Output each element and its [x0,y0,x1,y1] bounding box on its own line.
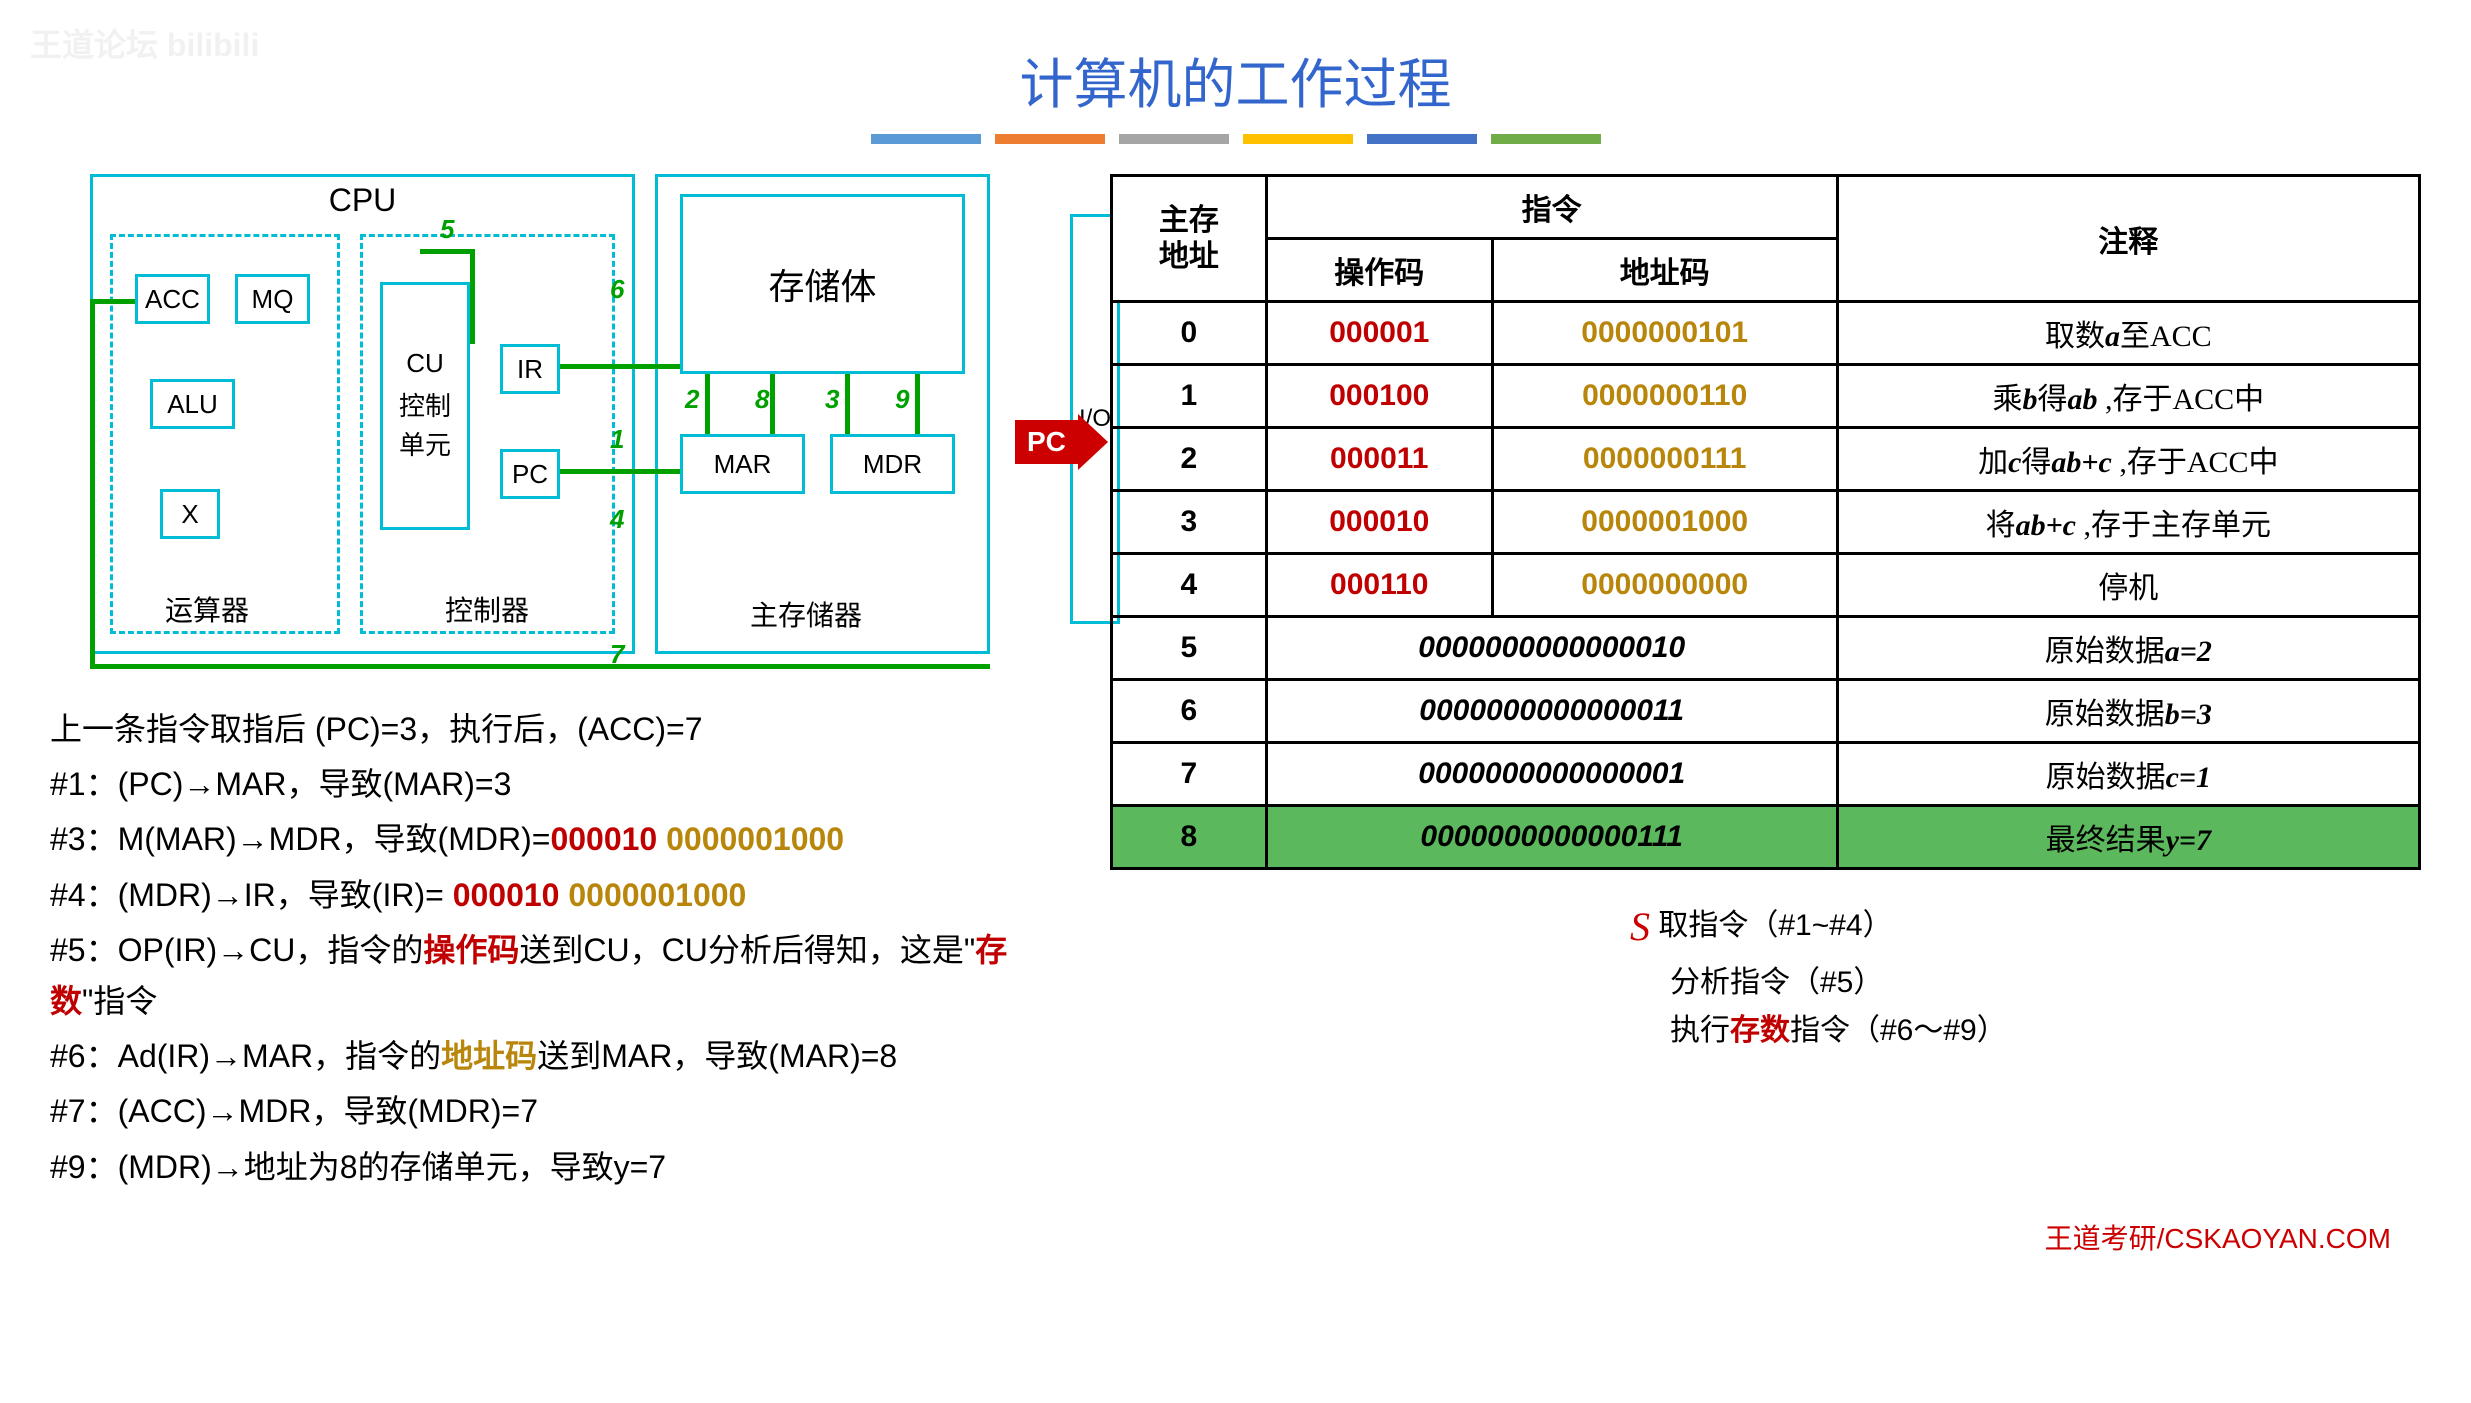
line-5a [470,249,475,344]
color-bar [1367,134,1477,144]
mem-body: 存储体 [680,194,965,374]
legend-1: S 取指令（#1~#4） [1630,895,2421,959]
pc-pointer: PC [1015,414,1108,470]
line-5b [420,249,475,254]
memory-table: 主存地址 指令 注释 操作码 地址码 00000010000000101取数a至… [1110,174,2421,870]
cpu-label: CPU [329,182,397,219]
num-6: 6 [610,274,624,305]
line-3v [845,374,850,434]
color-bars [20,134,2451,144]
line-9v [915,374,920,434]
steps-list: 上一条指令取指后 (PC)=3，执行后，(ACC)=7 #1：(PC)→MAR，… [50,704,1070,1193]
line-1 [560,469,680,474]
color-bar [871,134,981,144]
num-8: 8 [755,384,769,415]
th-op: 操作码 [1266,239,1492,302]
arrow-head-icon [1078,414,1108,470]
s-icon: S [1630,904,1650,949]
legend-2: 分析指令（#5） [1670,959,2421,1007]
line-7t [90,299,135,304]
step-intro: 上一条指令取指后 (PC)=3，执行后，(ACC)=7 [50,704,1070,755]
x-box: X [160,489,220,539]
legend: S 取指令（#1~#4） 分析指令（#5） 执行存数指令（#6～#9） [1630,895,2421,1055]
th-addr: 主存地址 [1112,176,1267,302]
th-instr: 指令 [1266,176,1837,239]
table-row: 50000000000000010原始数据a=2 [1112,617,2420,680]
mem-label: 主存储器 [750,594,862,634]
color-bar [1119,134,1229,144]
alu-label: 运算器 [165,589,249,629]
cu-sub: 控制单元 [399,387,451,465]
footer: 王道考研/CSKAOYAN.COM [20,1217,2451,1257]
table-row: 60000000000000011原始数据b=3 [1112,680,2420,743]
cu-box: CU 控制单元 [380,282,470,530]
line-4a [560,364,680,369]
table-row: 00000010000000101取数a至ACC [1112,302,2420,365]
ir-box: IR [500,344,560,394]
color-bar [1243,134,1353,144]
line-2v [705,374,710,434]
table-row: 70000000000000001原始数据c=1 [1112,743,2420,806]
num-4: 4 [610,504,624,535]
pc-label: PC [1015,420,1078,464]
mar-box: MAR [680,434,805,494]
acc-box: ACC [135,274,210,324]
mq-box: MQ [235,274,310,324]
num-2: 2 [685,384,699,415]
legend-3: 执行存数指令（#6～#9） [1670,1007,2421,1055]
pc-box: PC [500,449,560,499]
table-row: 40001100000000000停机 [1112,554,2420,617]
th-comment: 注释 [1837,176,2419,302]
step-4: #4：(MDR)→IR，导致(IR)= 000010 0000001000 [50,870,1070,921]
page-title: 计算机的工作过程 [20,40,2451,119]
step-5: #5：OP(IR)→CU，指令的操作码送到CU，CU分析后得知，这是"存数"指令 [50,925,1070,1027]
cpu-diagram: CPU ACC MQ ALU X 运算器 CU 控制单元 IR PC 控制器 存… [50,174,1070,674]
num-1: 1 [610,424,624,455]
step-6: #6：Ad(IR)→MAR，指令的地址码送到MAR，导致(MAR)=8 [50,1031,1070,1082]
line-8v [770,374,775,434]
line-7h [90,664,990,669]
step-9: #9：(MDR)→地址为8的存储单元，导致y=7 [50,1142,1070,1193]
table-row: 10001000000000110乘b得ab ,存于ACC中 [1112,365,2420,428]
color-bar [1491,134,1601,144]
watermark: 王道论坛 bilibili [30,20,259,66]
num-9: 9 [895,384,909,415]
ctrl-label: 控制器 [445,589,529,629]
num-3: 3 [825,384,839,415]
step-1: #1：(PC)→MAR，导致(MAR)=3 [50,759,1070,810]
table-row: 20000110000000111加c得ab+c ,存于ACC中 [1112,428,2420,491]
step-3: #3：M(MAR)→MDR，导致(MDR)=000010 0000001000 [50,814,1070,865]
th-acode: 地址码 [1492,239,1837,302]
mdr-box: MDR [830,434,955,494]
table-row: 30000100000001000将ab+c ,存于主存单元 [1112,491,2420,554]
step-7: #7：(ACC)→MDR，导致(MDR)=7 [50,1086,1070,1137]
table-row: 80000000000000111最终结果y=7 [1112,806,2420,869]
num-5: 5 [440,214,454,245]
color-bar [995,134,1105,144]
line-7v [90,299,95,669]
alu-box: ALU [150,379,235,429]
cu-text: CU [406,348,444,379]
